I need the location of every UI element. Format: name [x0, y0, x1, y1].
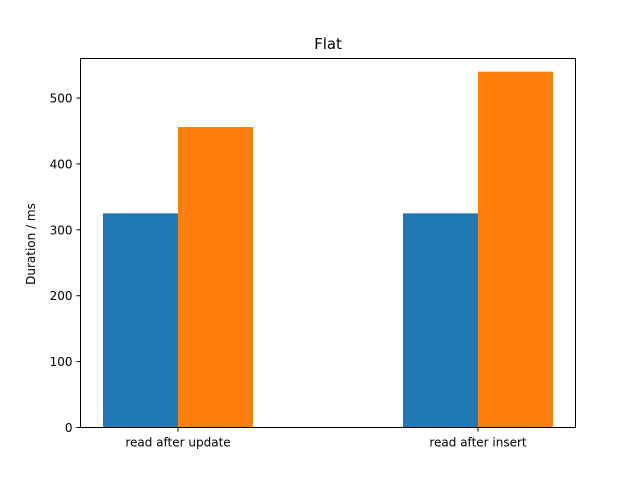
y-tick-label: 500 — [50, 92, 73, 106]
y-tick-label: 0 — [65, 421, 73, 435]
plot-frame — [80, 58, 576, 428]
y-tick-label: 400 — [50, 157, 73, 171]
bar-series-1-2 — [403, 213, 478, 428]
y-axis-label: Duration / ms — [24, 203, 38, 285]
y-tick-label: 200 — [50, 289, 73, 303]
x-tick-label: read after insert — [429, 436, 527, 450]
x-tick-label: read after update — [125, 436, 230, 450]
bars-layer — [103, 71, 553, 428]
y-tick-label: 300 — [50, 223, 73, 237]
ticks-layer: 0 100 200 300 400 500 read after update read af… — [50, 92, 527, 450]
bar-series-2-1 — [178, 127, 253, 428]
y-tick-label: 100 — [50, 355, 73, 369]
bar-series-1-1 — [103, 213, 178, 428]
bar-series-2-2 — [478, 71, 553, 428]
chart-title: Flat — [314, 35, 342, 53]
